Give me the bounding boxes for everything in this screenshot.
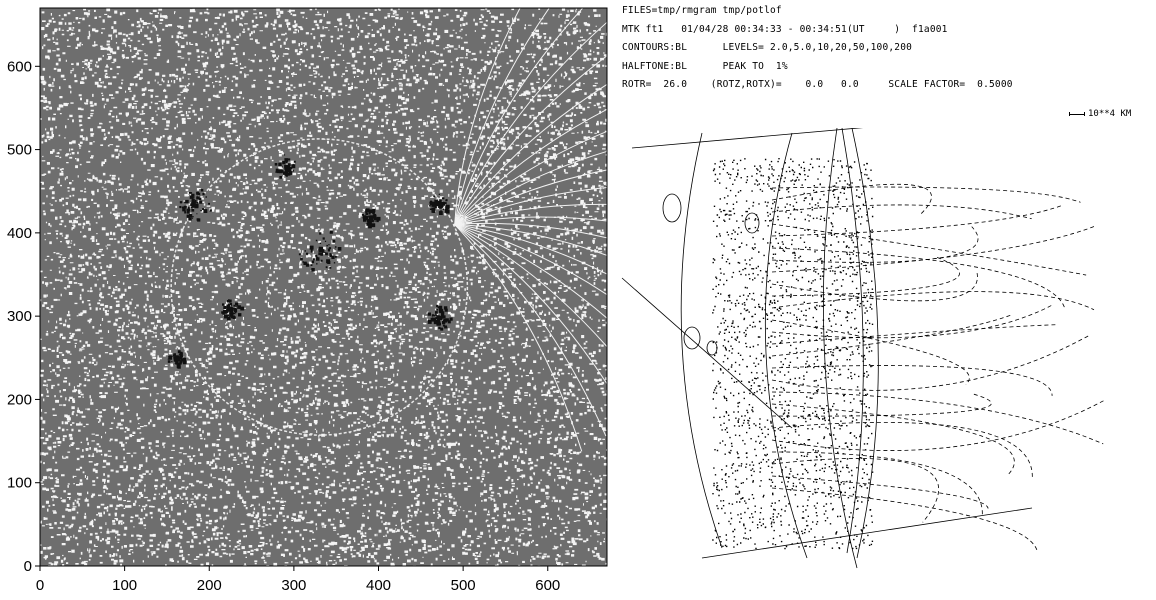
grid-line <box>701 507 1033 559</box>
magnetic-patches <box>167 154 453 369</box>
plot-header: FILES=tmp/rmgram tmp/potlof MTK ft1 01/0… <box>622 2 1152 95</box>
contour-ring <box>706 340 718 356</box>
y-tick-label: 600 <box>7 58 32 75</box>
field-line-fan <box>454 8 607 452</box>
x-tick-label: 400 <box>366 577 391 594</box>
field-line-svg <box>621 117 1107 569</box>
x-tick-label: 500 <box>451 577 476 594</box>
limb-line <box>851 127 879 559</box>
grid-line <box>621 277 793 429</box>
limb-line <box>841 127 864 554</box>
y-tick-label: 300 <box>7 308 32 325</box>
x-tick-label: 200 <box>197 577 222 594</box>
solar-disk-outline <box>170 138 469 436</box>
scale-bar: 10**4 KM <box>1069 109 1131 119</box>
contour-ring <box>744 212 760 234</box>
grid-line <box>631 117 973 149</box>
plot-frame <box>39 7 608 567</box>
mtk-line: MTK ft1 01/04/28 00:34:33 - 00:34:51(UT … <box>622 23 948 35</box>
y-tick-label: 100 <box>7 475 32 492</box>
dashed-loops <box>771 183 1107 551</box>
halftone-plot-svg: 0 100 200 300 400 500 600 0 100 200 300 400 500 600 <box>7 7 608 594</box>
y-tick-label: 0 <box>24 558 32 575</box>
field-line-projection-plot <box>612 117 1152 596</box>
contour-ring <box>662 193 682 223</box>
contour-dots <box>712 158 874 550</box>
field-line-drawing <box>621 117 1107 569</box>
y-tick-label: 200 <box>7 391 32 408</box>
scale-bar-label: 10**4 KM <box>1088 109 1132 119</box>
longitude-line <box>764 132 808 559</box>
x-tick-label: 100 <box>112 577 137 594</box>
halftone-line: HALFTONE:BL PEAK TO 1% <box>622 60 788 72</box>
files-line: FILES=tmp/rmgram tmp/potlof <box>622 5 782 16</box>
rotr-line: ROTR= 26.0 (ROTZ,ROTX)= 0.0 0.0 SCALE FA… <box>622 79 1013 90</box>
scale-bar-icon <box>1069 112 1085 116</box>
longitude-line <box>680 132 723 549</box>
halftone-speckle <box>40 8 607 566</box>
y-tick-label: 500 <box>7 142 32 159</box>
halftone-magnetogram-plot: 0 100 200 300 400 500 600 0 100 200 300 400 500 600 <box>7 7 608 594</box>
y-tick-label: 400 <box>7 225 32 242</box>
x-tick-label: 0 <box>36 577 44 594</box>
contour-ring <box>683 326 701 350</box>
contours-line: CONTOURS:BL LEVELS= 2.0,5.0,10,20,50,100… <box>622 42 913 53</box>
x-tick-label: 600 <box>535 577 560 594</box>
x-tick-label: 300 <box>281 577 306 594</box>
